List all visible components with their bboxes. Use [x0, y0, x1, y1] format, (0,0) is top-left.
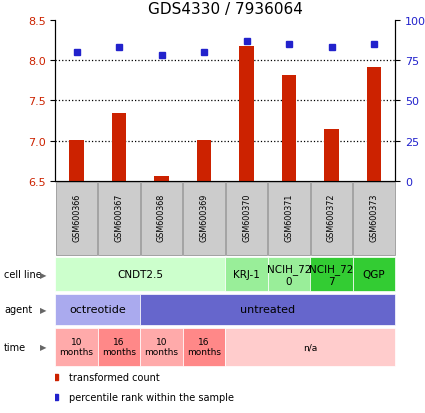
FancyBboxPatch shape	[98, 328, 140, 366]
Text: GSM600367: GSM600367	[114, 193, 124, 242]
FancyBboxPatch shape	[183, 183, 225, 255]
Bar	[154, 176, 169, 182]
Bar	[69, 141, 84, 182]
Text: percentile rank within the sample: percentile rank within the sample	[69, 392, 234, 402]
Text: GSM600371: GSM600371	[284, 193, 294, 242]
Text: GSM600368: GSM600368	[157, 193, 166, 242]
FancyBboxPatch shape	[55, 258, 225, 292]
Text: NCIH_72
0: NCIH_72 0	[267, 263, 311, 286]
FancyBboxPatch shape	[55, 294, 140, 325]
Bar	[366, 68, 382, 182]
Text: 16
months: 16 months	[102, 337, 136, 356]
Bar	[196, 141, 211, 182]
FancyBboxPatch shape	[310, 258, 353, 292]
Text: transformed count: transformed count	[69, 372, 160, 382]
Text: CNDT2.5: CNDT2.5	[117, 270, 163, 280]
FancyBboxPatch shape	[98, 183, 140, 255]
FancyBboxPatch shape	[353, 258, 395, 292]
Text: untreated: untreated	[240, 305, 295, 315]
Text: n/a: n/a	[303, 342, 317, 351]
Text: 10
months: 10 months	[144, 337, 178, 356]
Text: ▶: ▶	[40, 305, 47, 314]
FancyBboxPatch shape	[55, 328, 98, 366]
FancyBboxPatch shape	[225, 258, 268, 292]
FancyBboxPatch shape	[353, 183, 395, 255]
FancyBboxPatch shape	[268, 258, 310, 292]
Text: GSM600370: GSM600370	[242, 193, 251, 242]
Text: ▶: ▶	[40, 342, 47, 351]
Text: 16
months: 16 months	[187, 337, 221, 356]
Text: 10
months: 10 months	[60, 337, 94, 356]
FancyBboxPatch shape	[140, 328, 183, 366]
FancyBboxPatch shape	[268, 183, 310, 255]
Text: GSM600369: GSM600369	[199, 193, 209, 242]
Text: GSM600373: GSM600373	[369, 193, 379, 242]
Text: time: time	[4, 342, 26, 352]
Bar	[111, 113, 127, 182]
FancyBboxPatch shape	[56, 183, 97, 255]
Text: octreotide: octreotide	[69, 305, 126, 315]
FancyBboxPatch shape	[183, 328, 225, 366]
Text: cell line: cell line	[4, 270, 42, 280]
Bar	[239, 46, 254, 182]
FancyBboxPatch shape	[311, 183, 352, 255]
FancyBboxPatch shape	[225, 328, 395, 366]
FancyBboxPatch shape	[140, 294, 395, 325]
Title: GDS4330 / 7936064: GDS4330 / 7936064	[148, 2, 303, 17]
Bar	[281, 76, 296, 182]
Text: GSM600366: GSM600366	[72, 193, 81, 242]
Text: QGP: QGP	[363, 270, 385, 280]
Bar	[324, 130, 339, 182]
FancyBboxPatch shape	[141, 183, 182, 255]
Text: NCIH_72
7: NCIH_72 7	[309, 263, 354, 286]
FancyBboxPatch shape	[226, 183, 267, 255]
Text: agent: agent	[4, 305, 32, 315]
Text: KRJ-1: KRJ-1	[233, 270, 260, 280]
Text: GSM600372: GSM600372	[327, 193, 336, 242]
Text: ▶: ▶	[40, 270, 47, 279]
